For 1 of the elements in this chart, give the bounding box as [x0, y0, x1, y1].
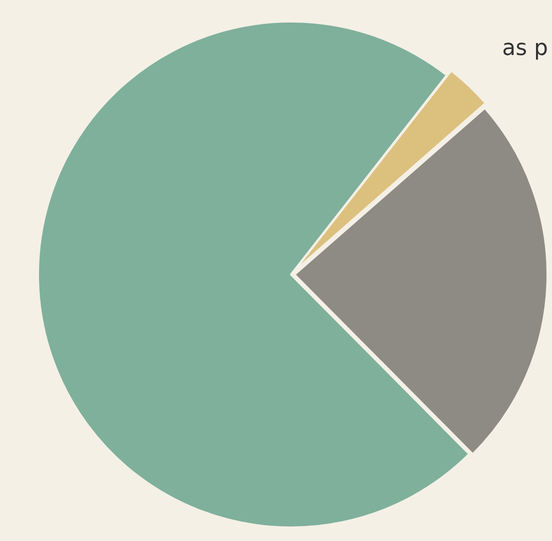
text: as p — [502, 36, 548, 61]
